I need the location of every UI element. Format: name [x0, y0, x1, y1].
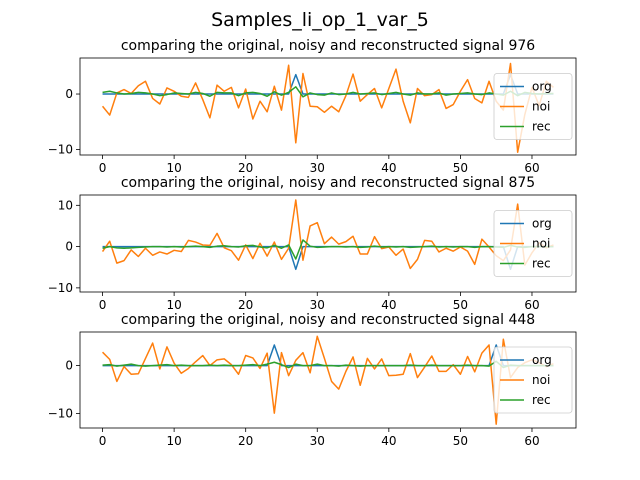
x-tick-label: 50	[453, 298, 468, 312]
series-group	[101, 199, 554, 271]
legend-label-org: org	[532, 217, 552, 231]
y-tick-label: 0	[65, 359, 73, 373]
subplot-2: comparing the original, noisy and recons…	[48, 175, 577, 312]
subplot-1: comparing the original, noisy and recons…	[48, 38, 577, 175]
x-tick-label: 50	[453, 161, 468, 175]
series-line-noi	[102, 335, 554, 425]
legend-box	[493, 73, 573, 140]
series-line-rec	[102, 360, 554, 369]
subplot-title: comparing the original, noisy and recons…	[121, 312, 535, 328]
series-group	[102, 335, 554, 425]
axes-frame	[79, 57, 577, 156]
figure-title: Samples_li_op_1_var_5	[211, 9, 429, 31]
legend: org noi rec	[493, 346, 573, 414]
y-tick-label: −10	[48, 142, 73, 156]
x-tick-label: 0	[99, 434, 107, 448]
legend-label-rec: rec	[532, 257, 551, 271]
x-tick-label: 0	[99, 298, 107, 312]
x-tick-label: 10	[166, 298, 181, 312]
x-tick-label: 30	[310, 434, 325, 448]
x-tick-label: 30	[310, 298, 325, 312]
x-tick-label: 60	[524, 161, 539, 175]
y-tick-label: −10	[48, 281, 73, 295]
x-tick-label: 20	[238, 434, 253, 448]
subplot-title: comparing the original, noisy and recons…	[121, 38, 535, 54]
series-line-noi	[101, 199, 554, 270]
subplot-3: comparing the original, noisy and recons…	[48, 312, 577, 448]
y-tick-label: 0	[65, 240, 73, 254]
x-tick-label: 10	[166, 434, 181, 448]
legend-label-noi: noi	[532, 237, 550, 251]
x-tick-label: 20	[238, 161, 253, 175]
x-tick-label: 60	[524, 434, 539, 448]
legend-box	[493, 346, 573, 414]
x-tick-label: 40	[381, 434, 396, 448]
x-tick-label: 20	[238, 298, 253, 312]
legend-label-org: org	[532, 353, 552, 367]
legend: org noi rec	[493, 210, 573, 277]
legend-label-org: org	[532, 80, 552, 94]
legend: org noi rec	[493, 73, 573, 140]
axes-frame	[79, 194, 577, 293]
x-tick-label: 40	[381, 161, 396, 175]
x-tick-label: 60	[524, 298, 539, 312]
y-tick-label: −10	[48, 407, 73, 421]
x-tick-label: 30	[310, 161, 325, 175]
x-tick-label: 50	[453, 434, 468, 448]
series-group	[101, 62, 554, 153]
subplot-title: comparing the original, noisy and recons…	[121, 175, 535, 191]
y-tick-label: 0	[65, 87, 73, 101]
legend-label-rec: rec	[532, 393, 551, 407]
y-tick-label: 10	[58, 198, 73, 212]
series-line-rec	[102, 239, 554, 260]
legend-label-noi: noi	[532, 100, 550, 114]
x-tick-label: 40	[381, 298, 396, 312]
subplots-group: comparing the original, noisy and recons…	[48, 38, 577, 448]
axes-frame	[79, 331, 577, 429]
legend-box	[493, 210, 573, 277]
series-line-rec	[102, 86, 554, 98]
x-tick-label: 0	[99, 161, 107, 175]
legend-label-rec: rec	[532, 120, 551, 134]
legend-label-noi: noi	[532, 373, 550, 387]
x-tick-label: 10	[166, 161, 181, 175]
